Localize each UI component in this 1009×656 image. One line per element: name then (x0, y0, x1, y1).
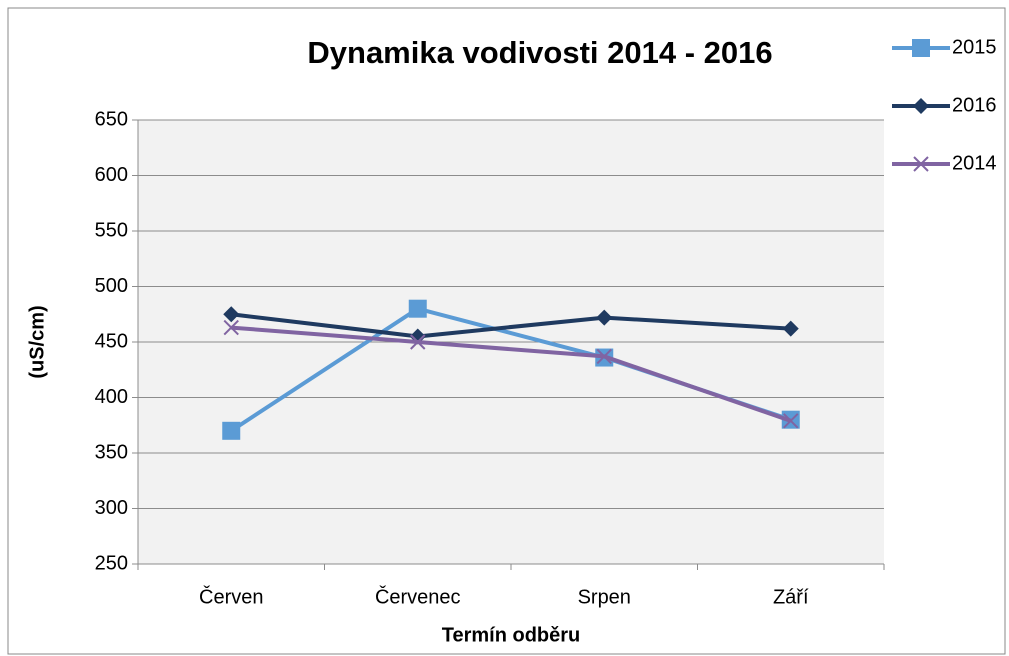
marker (596, 348, 612, 365)
marker (410, 334, 426, 350)
y-tick-label: 500 (95, 275, 128, 297)
series-line (231, 325, 792, 423)
y-tick-label: 250 (95, 552, 128, 574)
marker (223, 319, 239, 336)
legend-label: 2016 (952, 94, 997, 116)
x-tick-label: Červenec (375, 585, 461, 608)
series-line (231, 312, 791, 339)
legend-label: 2014 (952, 152, 997, 174)
marker (913, 156, 929, 172)
x-tick-label: Srpen (578, 586, 631, 608)
y-tick-label: 600 (95, 164, 128, 186)
legend-label: 2015 (952, 36, 997, 58)
y-tick-label: 650 (95, 108, 128, 130)
marker (913, 98, 929, 114)
marker (782, 320, 799, 337)
marker (783, 413, 799, 429)
marker (222, 421, 241, 440)
y-tick-label: 350 (95, 441, 128, 463)
y-tick-label: 300 (95, 497, 128, 519)
marker (912, 39, 930, 57)
marker (596, 309, 613, 326)
marker (408, 299, 427, 318)
y-tick-label: 450 (95, 330, 128, 352)
marker (223, 306, 240, 323)
x-tick-label: Září (773, 586, 809, 608)
chart-title: Dynamika vodivosti 2014 - 2016 (307, 35, 772, 70)
y-axis-label: (uS/cm) (26, 305, 48, 378)
x-axis-label: Termín odběru (442, 624, 581, 646)
x-tick-label: Červen (199, 585, 263, 608)
y-tick-label: 400 (95, 386, 128, 408)
y-tick-label: 550 (95, 219, 128, 241)
